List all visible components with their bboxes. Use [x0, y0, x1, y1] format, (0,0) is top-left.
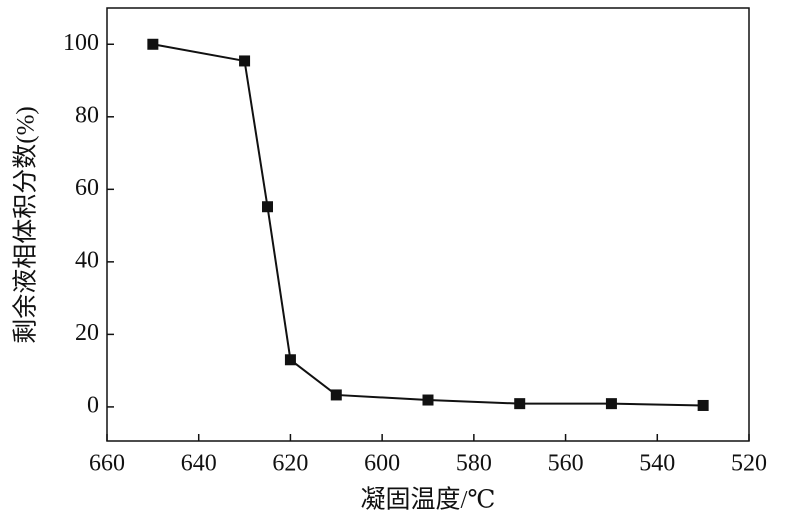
marker	[514, 398, 526, 410]
y-tick-label: 60	[75, 175, 99, 201]
marker	[284, 354, 296, 366]
y-axis-title: 剩余液相体积分数(%)	[12, 106, 40, 343]
x-tick-label: 600	[364, 451, 400, 477]
x-tick-label: 620	[272, 451, 308, 477]
x-tick-label: 640	[181, 451, 217, 477]
x-tick-label: 660	[89, 451, 125, 477]
x-tick-label: 520	[731, 451, 767, 477]
y-tick-label: 40	[75, 247, 99, 273]
y-tick-label: 20	[75, 320, 99, 346]
plot-frame	[106, 7, 750, 442]
y-tick-label: 80	[75, 102, 99, 128]
line	[152, 43, 704, 407]
marker	[330, 389, 342, 401]
x-axis-title: 凝固温度/℃	[361, 486, 496, 514]
x-tick-label: 580	[456, 451, 492, 477]
y-tick-label: 100	[63, 30, 99, 56]
x-tick-label: 560	[548, 451, 584, 477]
marker	[605, 398, 617, 410]
marker	[147, 38, 159, 50]
marker	[239, 55, 251, 67]
marker	[262, 201, 273, 213]
x-tick-label: 540	[639, 451, 675, 477]
marker	[697, 399, 709, 411]
y-tick-label: 0	[87, 392, 99, 418]
marker	[422, 394, 434, 406]
